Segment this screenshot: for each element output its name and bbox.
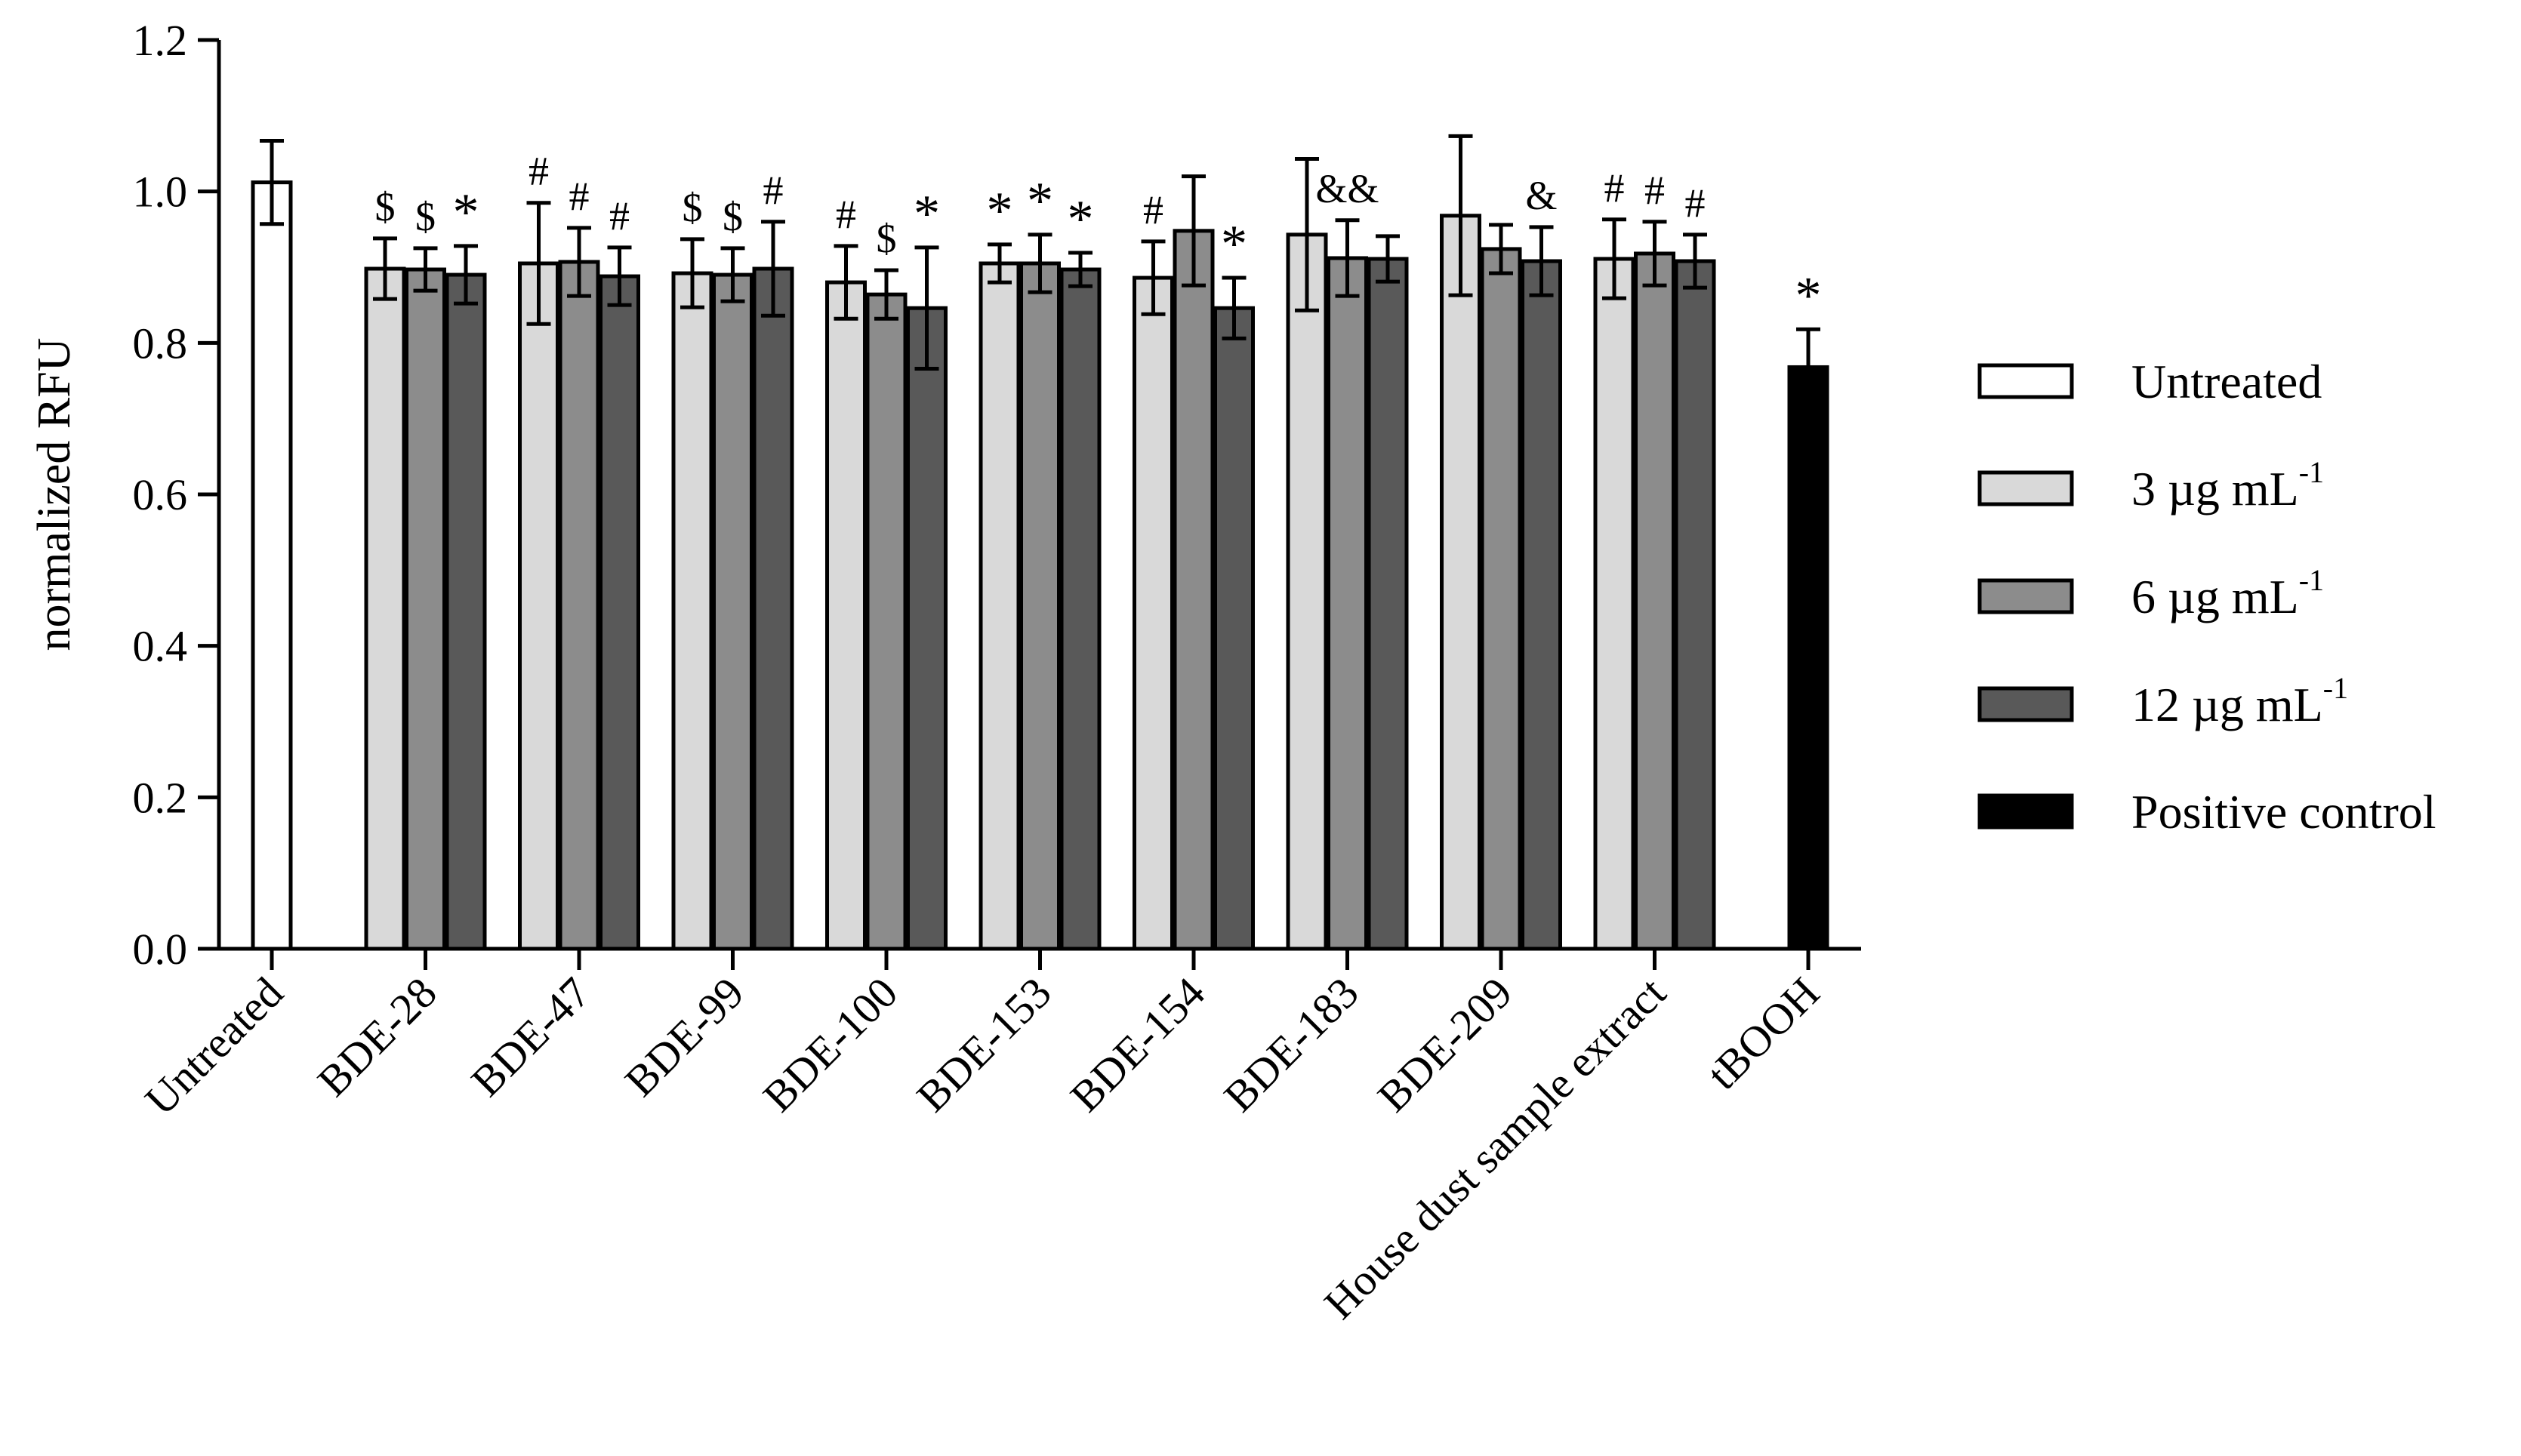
significance-mark: && [1315, 166, 1379, 211]
significance-mark: # [763, 168, 784, 213]
significance-mark: # [1644, 168, 1665, 213]
bar [1327, 256, 1368, 951]
y-tick-label: 0.6 [133, 470, 188, 519]
x-tick-label: BDE-47 [462, 968, 600, 1106]
legend-swatch [1977, 686, 2074, 722]
bar [825, 280, 867, 951]
significance-mark: $ [415, 194, 436, 239]
significance-mark: & [1525, 173, 1557, 218]
bar [1286, 232, 1328, 951]
significance-mark: * [1068, 190, 1094, 248]
bar [865, 292, 908, 951]
legend-label: Untreated [2131, 355, 2322, 408]
significance-mark: # [836, 192, 856, 237]
legend: Untreated 3 µg mL-1 6 µg mL-1 12 µg mL-1 Pos… [1977, 355, 2436, 839]
bar [1674, 259, 1716, 951]
bar [518, 261, 559, 951]
x-tick-label: BDE-28 [308, 968, 446, 1106]
significance-mark: * [1027, 172, 1053, 230]
bars: $ $ *## # $ $##$ * * * * #*&& & # # #* [251, 134, 1829, 951]
x-tick-label: BDE-154 [1061, 968, 1214, 1121]
bar [712, 272, 754, 951]
x-tick-label: BDE-100 [754, 968, 907, 1121]
significance-mark: * [1795, 266, 1822, 325]
bar [1133, 276, 1174, 951]
x-tick-label: BDE-99 [615, 968, 754, 1106]
bar [1059, 267, 1102, 951]
legend-swatch [1977, 363, 2074, 399]
bar [1634, 251, 1675, 951]
significance-mark: # [1143, 187, 1163, 232]
x-tick-label: tBOOH [1698, 968, 1829, 1099]
bar [1593, 257, 1635, 951]
x-tick-label: BDE-153 [908, 968, 1061, 1121]
bar [1787, 365, 1829, 951]
legend-swatch [1977, 578, 2074, 614]
x-tick-label: Untreated [136, 968, 293, 1125]
legend-label: 3 µg mL-1 [2131, 455, 2324, 516]
legend-label: Positive control [2131, 785, 2436, 839]
legend-swatch [1977, 470, 2074, 506]
bar [1521, 259, 1562, 951]
legend-label: 6 µg mL-1 [2131, 563, 2324, 623]
y-tick-label: 0.4 [133, 622, 188, 671]
bar [445, 272, 487, 951]
bar [906, 306, 948, 951]
bar [599, 274, 640, 951]
significance-mark: $ [723, 194, 743, 239]
legend-label: 12 µg mL-1 [2131, 671, 2348, 731]
y-tick-label: 0.8 [133, 319, 188, 368]
x-tick-label: BDE-183 [1215, 968, 1368, 1121]
bar [1367, 257, 1409, 951]
significance-mark: * [987, 182, 1013, 240]
bar [405, 267, 446, 951]
significance-mark: $ [877, 216, 897, 261]
significance-mark: $ [375, 184, 396, 229]
y-tick-label: 0.0 [133, 925, 188, 974]
significance-mark: # [529, 149, 549, 194]
significance-mark: * [1221, 215, 1247, 273]
y-tick-label: 1.0 [133, 168, 188, 217]
significance-mark: # [609, 193, 630, 239]
significance-mark: * [914, 185, 940, 243]
significance-mark: # [1604, 165, 1625, 211]
bar [1440, 214, 1481, 951]
bar [1480, 247, 1522, 951]
bar [1019, 261, 1061, 951]
bar [558, 260, 600, 951]
bar [979, 261, 1021, 951]
bar [251, 180, 293, 951]
significance-mark: $ [683, 185, 703, 230]
significance-mark: # [1685, 180, 1706, 226]
bar [1213, 306, 1255, 951]
significance-mark: * [453, 183, 479, 242]
y-axis-label: normalized RFU [29, 338, 80, 651]
bar [364, 266, 406, 951]
bar [752, 266, 794, 951]
y-tick-label: 1.2 [133, 16, 188, 65]
bar [1173, 229, 1215, 951]
significance-mark: # [569, 174, 590, 219]
legend-swatch [1977, 793, 2074, 830]
bar [671, 271, 713, 951]
y-tick-label: 0.2 [133, 773, 188, 822]
x-tick-label: BDE-209 [1368, 968, 1521, 1121]
